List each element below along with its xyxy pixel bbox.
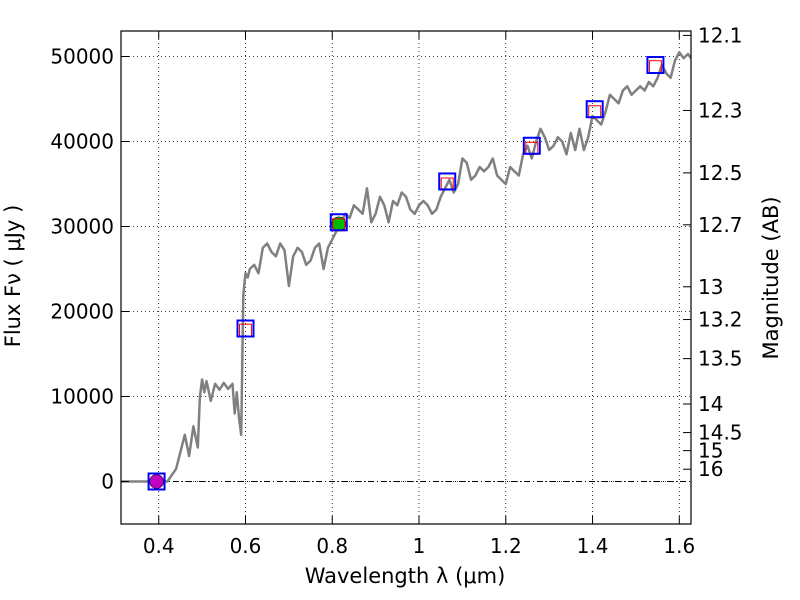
observed-photometry-marker: [438, 172, 457, 191]
y-tick-label: 0: [101, 470, 114, 494]
detection-marker: [149, 474, 164, 489]
magnitude-tick-label: 14: [698, 392, 723, 416]
model-spectrum-line: [121, 51, 693, 483]
y-tick-label: 10000: [50, 385, 114, 409]
x-tick-label: 0.8: [316, 534, 348, 558]
y-axis-title: Flux Fν ( μJy ): [1, 205, 25, 348]
x-tick-label: 0.6: [230, 534, 262, 558]
y-tick-label: 40000: [50, 130, 114, 154]
magnitude-tick-label: 13.5: [698, 347, 743, 371]
x-tick-label: 1.6: [663, 534, 695, 558]
magnitude-tick-label: 13: [698, 275, 723, 299]
observed-photometry-marker: [236, 319, 255, 338]
y-tick-label: 20000: [50, 300, 114, 324]
x-tick-labels: 0.4 0.6 0.8 1 1.2 1.4 1.6: [143, 534, 695, 558]
magnitude-tick-label: 15: [698, 439, 723, 463]
magnitude-tick-label: 12.1: [698, 23, 743, 47]
y-tick-label: 50000: [50, 45, 114, 69]
magnitude-axis-title: Magnitude (AB): [759, 196, 783, 359]
observed-photometry-marker: [329, 213, 348, 232]
observed-photometry-marker: [147, 472, 166, 491]
magnitude-tick-label: 13.2: [698, 308, 743, 332]
magnitude-tick-label: 16: [698, 457, 723, 481]
observed-photometry-marker: [585, 100, 604, 119]
magnitude-tick-label: 14.5: [698, 421, 743, 445]
x-tick-label: 1.4: [577, 534, 609, 558]
observed-photometry-marker: [522, 136, 541, 155]
y-tick-labels: 0 10000 20000 30000 40000 50000: [50, 45, 114, 494]
grid-lines: [121, 31, 691, 524]
magnitude-tick-label: 12.3: [698, 98, 743, 122]
x-tick-label: 0.4: [143, 534, 175, 558]
photometry-markers: [147, 56, 665, 491]
x-tick-label: 1.2: [490, 534, 522, 558]
observed-photometry-marker: [646, 56, 665, 74]
x-tick-label: 1: [413, 534, 426, 558]
plot-frame: [120, 30, 692, 525]
y-tick-label: 30000: [50, 215, 114, 239]
x-axis-title: Wavelength λ (μm): [305, 564, 506, 588]
magnitude-tick-label: 12.5: [698, 161, 743, 185]
axis-ticks: [121, 31, 691, 524]
magnitude-tick-label: 12.7: [698, 213, 743, 237]
